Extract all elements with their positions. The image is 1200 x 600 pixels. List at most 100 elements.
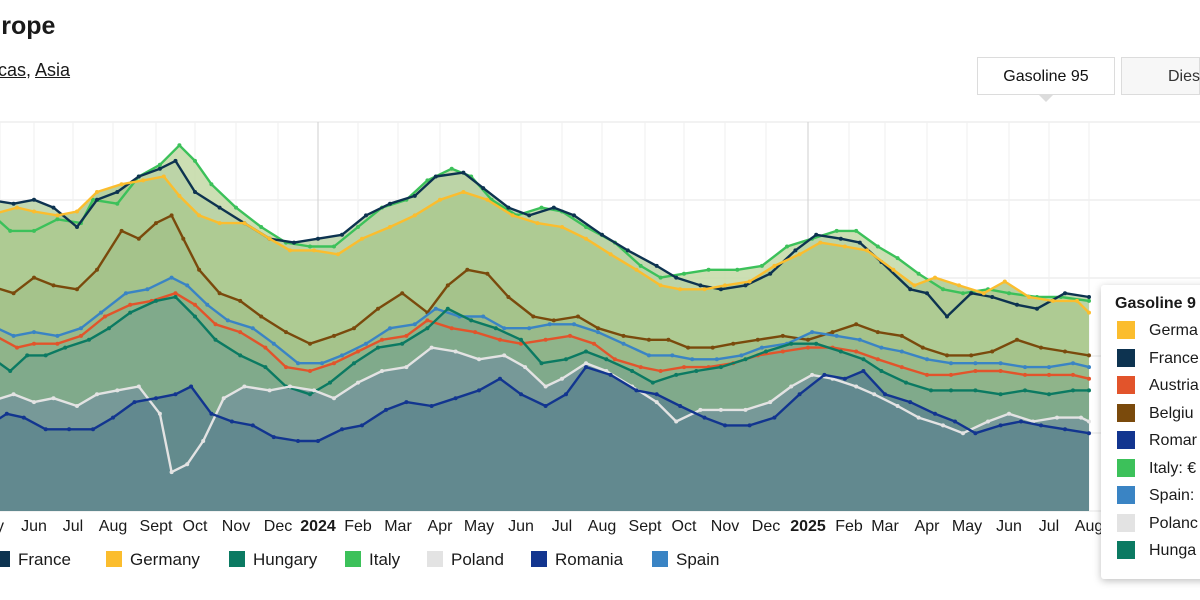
point-italy-13 bbox=[259, 225, 264, 229]
point-germany-28 bbox=[634, 267, 639, 272]
point-germany-36 bbox=[818, 240, 823, 245]
point-germany-21 bbox=[461, 190, 466, 194]
point-austria-46 bbox=[1071, 372, 1075, 377]
point-france-34 bbox=[768, 271, 773, 276]
point-italy-32 bbox=[706, 267, 711, 272]
point-france-30 bbox=[674, 275, 679, 280]
point-poland-42 bbox=[895, 404, 900, 408]
point-austria-12 bbox=[263, 345, 268, 350]
point-romania-44 bbox=[953, 419, 957, 424]
point-romania-20 bbox=[404, 400, 409, 405]
point-hungary-22 bbox=[469, 318, 474, 323]
legend-item-hungary[interactable]: Hungary bbox=[229, 548, 317, 572]
point-italy-34 bbox=[759, 263, 764, 268]
x-tick-label-8: 2024 bbox=[300, 518, 336, 535]
x-tick-label-11: Apr bbox=[428, 518, 454, 535]
point-hungary-45 bbox=[998, 392, 1003, 397]
point-belgium-27 bbox=[551, 318, 556, 323]
point-belgium-32 bbox=[666, 337, 671, 342]
point-hungary-44 bbox=[973, 388, 978, 393]
point-poland-37 bbox=[789, 384, 794, 389]
point-austria-42 bbox=[973, 369, 978, 373]
region-link-americas[interactable]: ricas bbox=[0, 60, 27, 80]
point-belgium-9 bbox=[169, 213, 174, 218]
point-austria-11 bbox=[238, 330, 243, 335]
point-poland-14 bbox=[267, 388, 272, 393]
legend-item-germany[interactable]: Germany bbox=[106, 548, 200, 572]
point-italy-29 bbox=[638, 263, 643, 268]
point-hungary-11 bbox=[213, 337, 218, 342]
tooltip-row-label: Italy: € bbox=[1149, 459, 1197, 477]
point-france-23 bbox=[506, 205, 511, 210]
tooltip-row-label: Austria bbox=[1149, 377, 1199, 394]
tooltip-row-label: Belgiu bbox=[1149, 404, 1194, 422]
point-poland-23 bbox=[477, 357, 481, 362]
area-romania bbox=[0, 367, 1089, 511]
point-poland-18 bbox=[356, 380, 360, 385]
point-belgium-48 bbox=[1039, 345, 1043, 350]
point-austria-9 bbox=[193, 302, 197, 307]
point-poland-4 bbox=[75, 404, 79, 408]
point-poland-20 bbox=[404, 365, 409, 370]
point-austria-15 bbox=[332, 361, 336, 366]
legend-item-italy[interactable]: Italy bbox=[345, 548, 400, 572]
x-tick-label-25: Jun bbox=[996, 518, 1022, 535]
point-germany-12 bbox=[242, 221, 247, 226]
point-belgium-20 bbox=[400, 291, 405, 296]
point-germany-41 bbox=[933, 275, 937, 280]
point-germany-18 bbox=[388, 225, 392, 229]
point-romania-29 bbox=[608, 372, 613, 377]
point-belgium-25 bbox=[506, 295, 511, 299]
point-spain-11 bbox=[225, 318, 230, 323]
point-spain-3 bbox=[55, 333, 60, 338]
point-france-33 bbox=[743, 283, 748, 288]
point-belgium-37 bbox=[780, 333, 785, 338]
point-italy-12 bbox=[234, 205, 238, 210]
point-belgium-24 bbox=[485, 271, 490, 276]
x-tick-label-24: May bbox=[952, 518, 982, 535]
point-italy-42 bbox=[941, 287, 945, 292]
point-poland-51 bbox=[1087, 419, 1091, 424]
point-romania-28 bbox=[584, 365, 588, 370]
point-germany-39 bbox=[891, 267, 896, 272]
point-belgium-42 bbox=[899, 333, 904, 338]
legend-item-poland[interactable]: Poland bbox=[427, 548, 504, 572]
point-hungary-48 bbox=[1071, 388, 1075, 393]
point-spain-15 bbox=[320, 361, 324, 366]
region-link-asia[interactable]: Asia bbox=[35, 60, 71, 80]
point-belgium-43 bbox=[920, 345, 925, 350]
point-poland-2 bbox=[32, 400, 36, 405]
point-hungary-40 bbox=[879, 369, 884, 373]
point-france-36 bbox=[814, 232, 819, 237]
tooltip-row: Spain: bbox=[1117, 486, 1194, 506]
legend-item-spain[interactable]: Spain bbox=[652, 548, 719, 572]
legend-item-france[interactable]: France bbox=[0, 548, 71, 572]
point-spain-32 bbox=[714, 357, 719, 362]
point-poland-12 bbox=[221, 396, 226, 401]
point-belgium-17 bbox=[332, 333, 336, 338]
point-italy-11 bbox=[209, 182, 214, 187]
point-italy-25 bbox=[539, 205, 544, 210]
point-belgium-26 bbox=[531, 314, 536, 319]
point-spain-27 bbox=[596, 330, 600, 335]
point-france-15 bbox=[316, 236, 320, 241]
point-germany-13 bbox=[267, 236, 272, 241]
point-belgium-50 bbox=[1087, 353, 1091, 358]
point-italy-37 bbox=[834, 228, 839, 233]
point-france-41 bbox=[925, 291, 929, 296]
line-poland bbox=[0, 346, 1090, 474]
point-belgium-14 bbox=[259, 314, 264, 319]
point-poland-19 bbox=[380, 369, 384, 373]
point-germany-9 bbox=[177, 193, 182, 198]
point-germany-27 bbox=[608, 252, 613, 257]
tab-gasoline-95[interactable]: Gasoline 95 bbox=[977, 57, 1115, 95]
point-austria-18 bbox=[404, 333, 409, 338]
x-tick-label-14: Jul bbox=[552, 518, 572, 535]
point-germany-45 bbox=[1027, 295, 1031, 299]
legend-item-romania[interactable]: Romania bbox=[531, 548, 623, 572]
tooltip-swatch bbox=[1117, 348, 1135, 367]
point-romania-16 bbox=[316, 439, 320, 443]
point-germany-17 bbox=[360, 236, 364, 241]
tooltip-row-label: Germa bbox=[1149, 322, 1198, 339]
legend-swatch-hungary bbox=[229, 551, 245, 567]
